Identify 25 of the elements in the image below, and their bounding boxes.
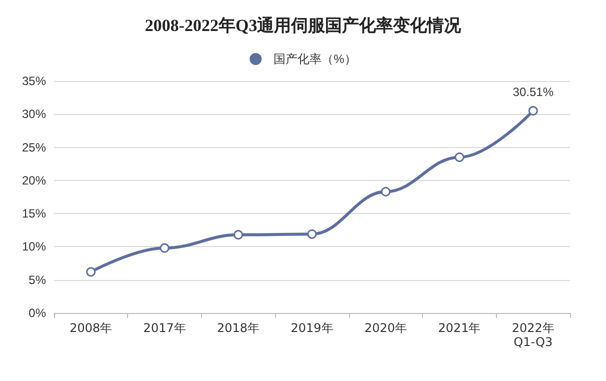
point [234, 230, 244, 240]
point [160, 243, 170, 253]
legend-label: 国产化率（%） [274, 52, 356, 66]
y-tick-label: 0% [28, 306, 46, 320]
x-tick-label: 2017年 [143, 321, 186, 335]
x-tick-label: 2018年 [217, 321, 260, 335]
y-tick-label: 30% [22, 107, 46, 122]
point [380, 186, 390, 196]
y-tick-label: 25% [22, 140, 46, 154]
y-tick-label: 10% [22, 240, 46, 254]
x-tick-label: 2021年 [438, 321, 481, 335]
y-tick-label: 5% [28, 272, 46, 287]
y-tick-label: 20% [22, 173, 46, 188]
y-tick-label: 35% [22, 74, 46, 88]
point [528, 106, 538, 116]
x-tick-label: 2020年 [364, 321, 407, 335]
x-tick-label: 2022年 Q1-Q3 [512, 321, 554, 349]
chart-title: 2008-2022年Q3通用伺服国产化率变化情况 [144, 16, 462, 35]
x-tick-label: 2008年 [70, 321, 112, 335]
point [307, 229, 317, 239]
point [454, 152, 464, 162]
data-label: 30.51% [512, 85, 554, 100]
point [86, 267, 96, 277]
x-tick-label: 2019年 [290, 321, 334, 335]
y-tick-label: 15% [22, 206, 46, 221]
